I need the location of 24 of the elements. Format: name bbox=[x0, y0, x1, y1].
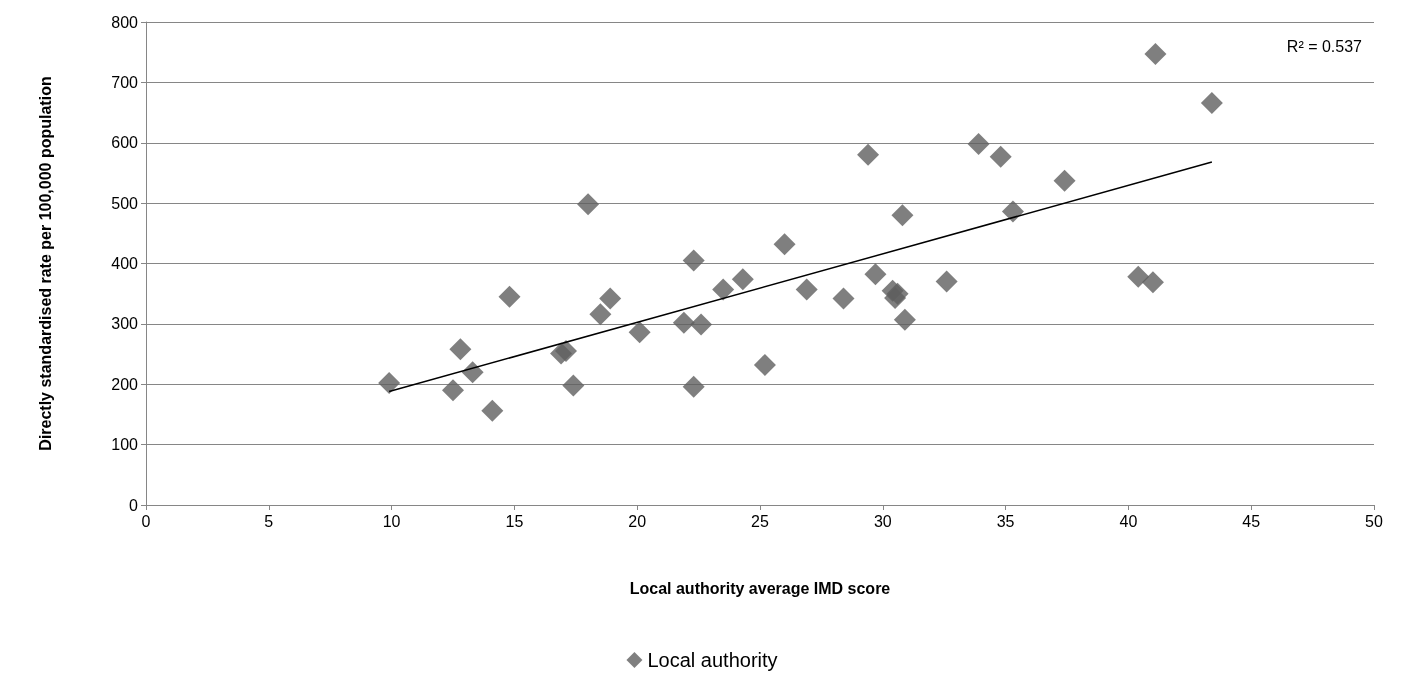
y-tick-label: 0 bbox=[129, 496, 139, 514]
y-axis-title: Directly standardised rate per 100,000 population bbox=[36, 76, 54, 451]
y-tick-label: 500 bbox=[111, 194, 139, 212]
y-tick-label: 100 bbox=[111, 436, 139, 454]
x-tick-label: 35 bbox=[996, 512, 1015, 530]
legend-label: Local authority bbox=[647, 649, 778, 671]
x-tick-label: 15 bbox=[505, 512, 524, 530]
x-tick-label: 10 bbox=[382, 512, 401, 530]
x-tick-label: 30 bbox=[873, 512, 892, 530]
y-tick-label: 600 bbox=[111, 134, 139, 152]
x-tick-label: 20 bbox=[628, 512, 647, 530]
x-axis-title: Local authority average IMD score bbox=[629, 579, 891, 597]
y-tick-label: 300 bbox=[111, 315, 139, 333]
x-tick-label: 0 bbox=[141, 512, 151, 530]
y-tick-label: 700 bbox=[111, 73, 139, 91]
y-tick-label: 200 bbox=[111, 375, 139, 393]
y-tick-label: 800 bbox=[111, 13, 139, 31]
x-tick-label: 5 bbox=[264, 512, 274, 530]
annotation: R² = 0.537 bbox=[1286, 37, 1363, 55]
x-tick-label: 40 bbox=[1119, 512, 1138, 530]
y-tick-label: 400 bbox=[111, 255, 139, 272]
x-tick-label: 45 bbox=[1242, 512, 1261, 530]
x-tick-label: 25 bbox=[751, 512, 769, 530]
x-tick-label: 50 bbox=[1365, 512, 1383, 530]
